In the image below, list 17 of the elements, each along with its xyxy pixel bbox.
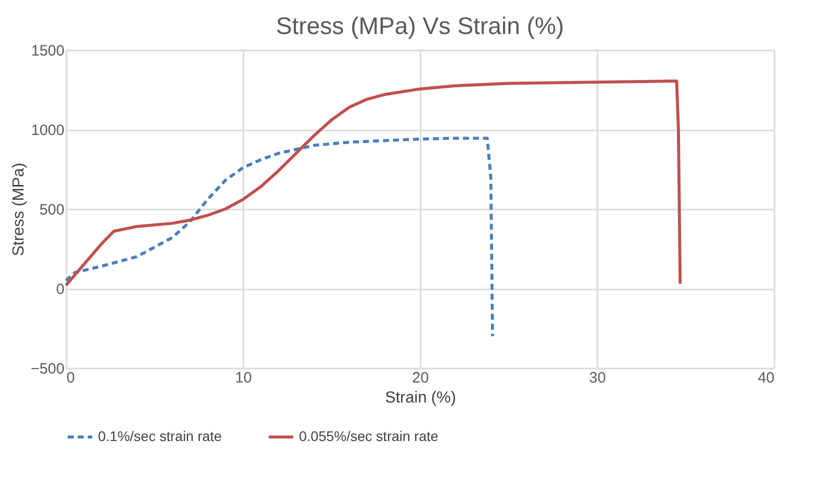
legend-label: 0.055%/sec strain rate xyxy=(299,428,439,444)
x-tick-label: 0 xyxy=(66,370,75,386)
y-tick-label: 0 xyxy=(56,281,64,298)
y-tick-label: −500 xyxy=(30,360,64,378)
y-tick-label: 500 xyxy=(39,202,64,218)
x-tick-label: 40 xyxy=(758,370,774,386)
y-axis-title: Stress (MPa) xyxy=(10,162,28,256)
legend-label: 0.1%/sec strain rate xyxy=(98,428,222,444)
chart-title: Stress (MPa) Vs Strain (%) xyxy=(276,13,564,40)
x-tick-label: 10 xyxy=(235,370,252,386)
line-series xyxy=(64,136,494,338)
x-axis-title: Strain (%) xyxy=(384,390,456,406)
x-tick-label: 30 xyxy=(589,370,606,386)
x-tick-label: 20 xyxy=(412,370,429,386)
line-series xyxy=(64,80,682,287)
y-tick-label: 1500 xyxy=(31,42,64,60)
y-tick-label: 1000 xyxy=(31,122,64,139)
